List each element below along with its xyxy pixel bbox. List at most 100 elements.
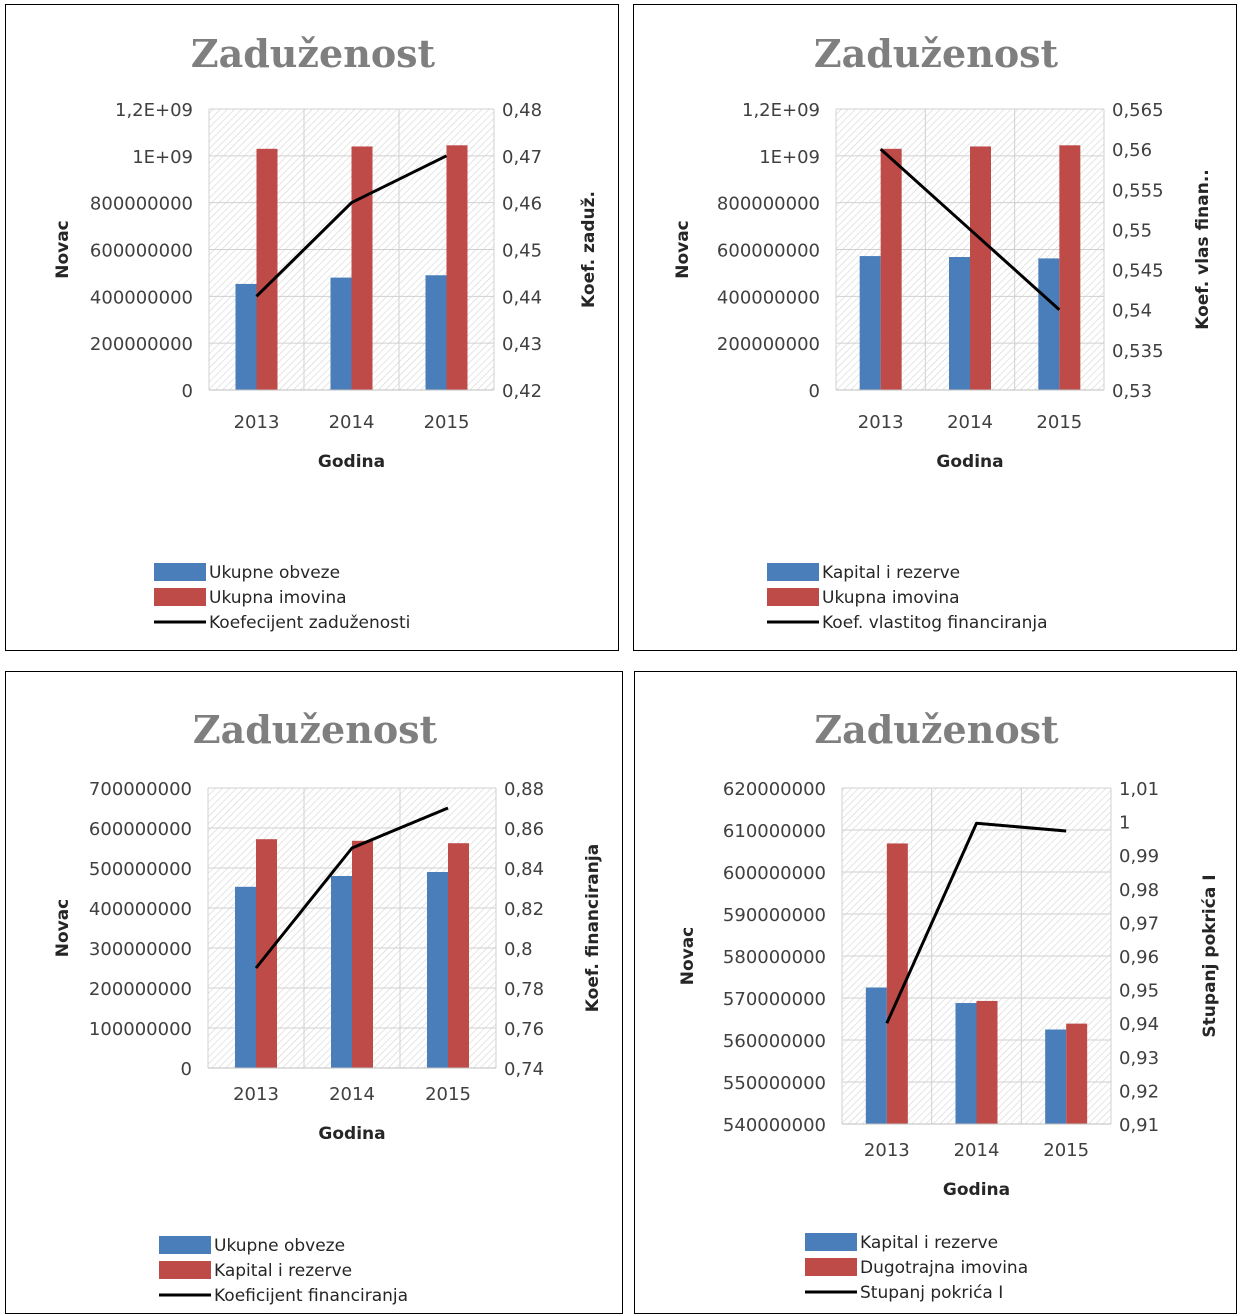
y-tick-label: 800000000: [90, 194, 193, 215]
y-tick-label: 620000000: [723, 779, 826, 800]
bar-kapital-i-rezerve-2014: [352, 840, 373, 1068]
x-axis-title: Godina: [318, 452, 385, 472]
y2-tick-label: 0,47: [502, 147, 542, 168]
y2-tick-label: 0,56: [1112, 140, 1152, 161]
bar-ukupne-obveze-2013: [235, 283, 257, 390]
bar-dugotrajna-imovina-2013: [886, 843, 908, 1124]
x-axis-title: Godina: [936, 452, 1003, 472]
y-tick-label: 500000000: [89, 859, 192, 880]
y2-tick-label: 0,55: [1112, 220, 1152, 241]
y2-tick-label: 0,76: [504, 1019, 544, 1040]
y2-tick-label: 0,535: [1112, 341, 1164, 362]
y-axis-title: Novac: [53, 899, 73, 958]
y-tick-label: 610000000: [723, 821, 826, 842]
y-tick-label: 0: [182, 381, 193, 402]
bar-ukupne-obveze-2013: [235, 886, 256, 1068]
chart-title: Zaduženost: [814, 31, 1059, 76]
chart-svg: Zaduženost 0 100000000 200000000 300000000 40…: [53, 707, 603, 1306]
y2-tick-label: 0,46: [502, 194, 542, 215]
x-tick-label: 2015: [425, 1084, 471, 1105]
y2-tick-label: 0,44: [502, 287, 542, 308]
x-tick-label: 2013: [234, 412, 280, 433]
y-tick-label: 800000000: [717, 194, 820, 215]
y-tick-label: 1E+09: [132, 147, 193, 168]
legend-label: Dugotrajna imovina: [860, 1258, 1028, 1278]
y-tick-label: 600000000: [89, 819, 192, 840]
legend-label: Ukupne obveze: [214, 1236, 345, 1256]
y2-tick-label: 0,84: [504, 859, 544, 880]
y-tick-label: 540000000: [723, 1115, 826, 1136]
y-tick-label: 200000000: [717, 334, 820, 355]
legend-label: Kapital i rezerve: [214, 1261, 352, 1281]
bar-kapital-i-rezerve-2013: [865, 987, 887, 1124]
line-koef-vlastitog-financiranja: [879, 148, 1061, 311]
y2-axis-title: Koef. zaduž.: [579, 191, 599, 308]
y-tick-label: 0: [809, 381, 820, 402]
bar-kapital-i-rezerve-2015: [448, 843, 469, 1068]
line-koeficijent-financiranja: [254, 806, 449, 969]
y-tick-label: 550000000: [723, 1073, 826, 1094]
y2-tick-label: 0,54: [1112, 301, 1152, 322]
y2-tick-label: 0,43: [502, 334, 542, 355]
chart-title: Zaduženost: [814, 707, 1059, 752]
y2-tick-label: 0,91: [1119, 1115, 1159, 1136]
chart-panel-3: Zaduženost 0 100000000 200000000 300000000 40…: [5, 671, 623, 1314]
chart-title: Zaduženost: [191, 31, 436, 76]
y2-tick-label: 0,99: [1119, 846, 1159, 867]
y-tick-label: 600000000: [717, 241, 820, 262]
x-tick-label: 2015: [1036, 412, 1082, 433]
legend-label: Ukupna imovina: [822, 588, 960, 608]
y-axis-title: Novac: [53, 220, 73, 279]
chart-title: Zaduženost: [193, 707, 438, 752]
y-tick-label: 570000000: [723, 989, 826, 1010]
chart-panel-2: Zaduženost 0 200000000 400000000 600000000 80…: [633, 4, 1237, 651]
legend-label: Koef. vlastitog financiranja: [822, 613, 1048, 633]
legend-swatch: [154, 588, 206, 606]
x-tick-label: 2014: [329, 412, 375, 433]
y2-tick-label: 0,93: [1119, 1048, 1159, 1069]
y-tick-label: 100000000: [89, 1019, 192, 1040]
y2-tick-label: 0,82: [504, 899, 544, 920]
legend-swatch: [805, 1258, 857, 1276]
y2-tick-label: 0,74: [504, 1059, 544, 1080]
y-tick-label: 400000000: [717, 287, 820, 308]
chart-svg: Zaduženost 0 200000000 400000000 600000000 80…: [673, 31, 1213, 633]
x-tick-label: 2013: [864, 1140, 910, 1161]
y-tick-label: 200000000: [89, 979, 192, 1000]
bar-kapital-i-rezerve-2015: [1045, 1029, 1067, 1124]
y-tick-label: 1,2E+09: [742, 100, 820, 121]
y2-tick-label: 0,97: [1119, 913, 1159, 934]
chart-panel-4: Zaduženost 540000000 550000000 560000000 570…: [634, 671, 1237, 1314]
y2-tick-label: 0,95: [1119, 981, 1159, 1002]
bar-ukupne-obveze-2015: [427, 872, 448, 1068]
legend-label: Stupanj pokrića I: [860, 1283, 1003, 1303]
y-tick-label: 1E+09: [759, 147, 820, 168]
y-axis-title: Novac: [678, 927, 698, 986]
legend-label: Ukupne obveze: [209, 563, 340, 583]
y2-tick-label: 0,53: [1112, 381, 1152, 402]
bar-ukupne-obveze-2015: [425, 275, 447, 390]
chart-panel-1: Zaduženost 0 200000000 400000000 600000000 80…: [5, 4, 619, 651]
legend-swatch: [159, 1261, 211, 1279]
bar-ukupne-obveze-2014: [330, 277, 352, 390]
legend-label: Kapital i rezerve: [860, 1233, 998, 1253]
y2-tick-label: 0,565: [1112, 100, 1164, 121]
y2-tick-label: 0,88: [504, 779, 544, 800]
bar-kapital-i-rezerve-2014: [949, 256, 970, 390]
y2-tick-label: 0,78: [504, 979, 544, 1000]
legend-swatch: [767, 588, 819, 606]
y-tick-label: 600000000: [723, 863, 826, 884]
bar-ukupna-imovina-2015: [446, 145, 468, 390]
bar-dugotrajna-imovina-2015: [1066, 1023, 1088, 1124]
line-koefecijent-zadu-enosti: [255, 154, 448, 298]
y2-axis-title: Koef. vlas finan..: [1193, 169, 1213, 330]
y-tick-label: 580000000: [723, 947, 826, 968]
bar-ukupna-imovina-2014: [351, 146, 373, 390]
y-tick-label: 590000000: [723, 905, 826, 926]
y2-tick-label: 1,01: [1119, 779, 1159, 800]
y-tick-label: 1,2E+09: [115, 100, 193, 121]
legend-swatch: [767, 563, 819, 581]
x-tick-label: 2013: [858, 412, 904, 433]
legend-label: Koeficijent financiranja: [214, 1286, 408, 1306]
x-tick-label: 2014: [947, 412, 993, 433]
